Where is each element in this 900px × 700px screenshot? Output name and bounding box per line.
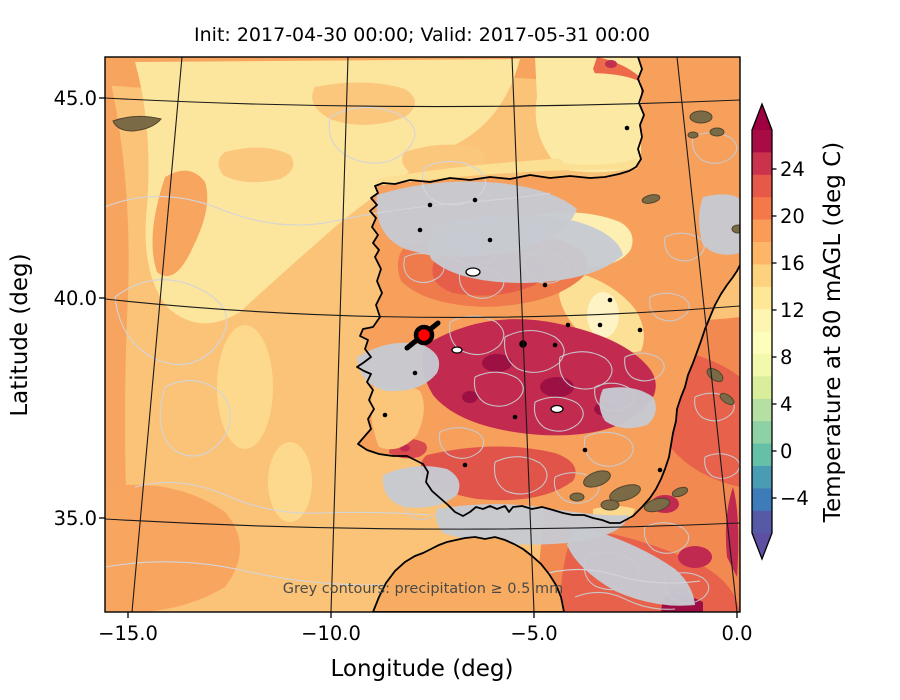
x-tick-label: −10.0 [301,622,361,645]
x-tick-label: 0.0 [721,622,752,645]
colorbar-tick-label: 12 [780,299,805,322]
heavy-precip-patches [112,110,740,513]
colorbar-tick-label: 0 [780,440,792,463]
map-area: Grey contours: precipitation ≥ 0.5 mm [105,57,740,612]
plot-title: Init: 2017-04-30 00:00; Valid: 2017-05-3… [194,24,650,46]
colorbar-tick-label: 20 [780,205,805,228]
colorbar-tick-label: 24 [780,158,805,181]
colorbar-tick-label: 4 [780,393,792,416]
colorbar-tick-label: 16 [780,252,805,275]
colorbar-tick-label: 8 [780,346,792,369]
colorbar-outline [751,102,773,561]
x-axis-label: Longitude (deg) [330,656,513,682]
colorbar-bands [752,130,772,533]
station-marker-dot [413,324,435,346]
lakes-and-dots [382,125,663,473]
graticule [105,57,740,612]
precip-annotation: Grey contours: precipitation ≥ 0.5 mm [283,581,563,597]
colorbar-label: Temperature at 80 mAGL (deg C) [820,142,846,523]
y-tick-label: 45.0 [54,87,97,110]
axis-ticks [99,97,738,618]
y-tick-label: 40.0 [54,287,97,310]
landmass [357,57,740,606]
colorbar-tick-labels: 24 20 16 12 8 4 0 −4 [780,158,809,510]
y-tick-labels: 45.0 40.0 35.0 [54,87,97,530]
x-tick-labels: −15.0 −10.0 −5.0 0.0 [98,622,752,645]
station-marker [404,320,441,351]
colorbar-under-arrow [752,533,772,559]
colorbar-over-arrow [752,104,772,130]
x-tick-label: −5.0 [510,622,557,645]
plot-border [104,56,741,613]
coastline [356,57,740,612]
colorbar-tick-marks [772,168,777,499]
x-tick-label: −15.0 [98,622,158,645]
colorbar-tick-label: −4 [780,487,809,510]
africa-land [372,536,565,612]
y-tick-label: 35.0 [54,507,97,530]
y-axis-label: Latitude (deg) [7,253,33,416]
colorbar: 24 20 16 12 8 4 0 −4 Temperature at 80 m… [751,102,846,561]
